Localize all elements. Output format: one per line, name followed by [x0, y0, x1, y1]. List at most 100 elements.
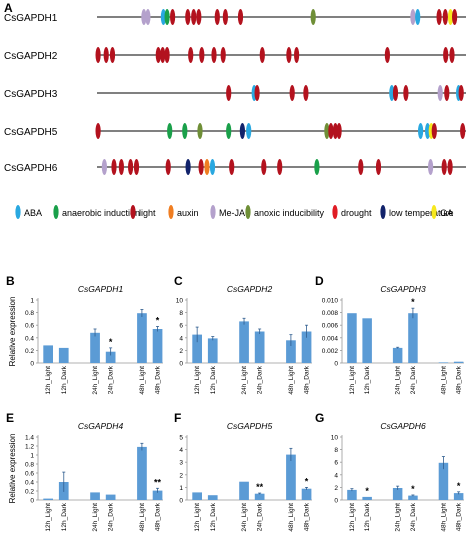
cis-element-light — [220, 47, 226, 63]
y-tick-label: 0 — [334, 361, 338, 368]
y-tick-label: 3 — [179, 460, 183, 467]
cis-element-light — [254, 85, 260, 101]
bar-48h-dark — [301, 331, 312, 363]
y-tick-label: 1.4 — [25, 435, 34, 442]
cis-element-light — [289, 85, 295, 101]
y-tick-label: 8 — [179, 310, 183, 317]
y-tick-label: 1 — [179, 485, 183, 492]
y-tick-label: 0.010 — [322, 298, 339, 305]
x-tick-label: 12h_Dark — [210, 365, 217, 394]
legend-swatch — [210, 205, 216, 219]
y-tick-label: 5 — [179, 435, 183, 442]
cis-element-light — [431, 123, 437, 139]
chart-title: CsGAPDH2 — [227, 284, 273, 294]
cis-element-light — [95, 47, 101, 63]
cis-element-light — [199, 47, 205, 63]
promoter-row-csgapdh2: CsGAPDH2 — [4, 47, 466, 63]
x-tick-label: 12h_Dark — [364, 365, 371, 394]
bar-48h-dark — [152, 329, 163, 363]
gene-label: CsGAPDH2 — [4, 51, 58, 62]
cis-element-aba — [389, 85, 395, 101]
cis-element-aba — [209, 159, 216, 175]
y-tick-label: 4 — [179, 447, 183, 454]
significance-marker: * — [411, 484, 415, 494]
bar-12h-light — [192, 492, 202, 500]
cis-element-aba — [425, 123, 431, 139]
cis-element-light — [294, 47, 300, 63]
y-tick-label: 0.4 — [25, 480, 34, 487]
legend-swatch — [245, 205, 251, 219]
legend-item-drought: drought — [332, 205, 372, 219]
y-tick-label: 0.006 — [322, 323, 339, 330]
bar-24h-dark — [254, 493, 265, 500]
bar-24h-dark — [408, 495, 418, 500]
cis-element-light — [460, 123, 466, 139]
legend-item-me-ja: Me-JA — [210, 205, 245, 219]
cis-element-light — [443, 47, 449, 63]
x-tick-label: 12h_Dark — [364, 502, 371, 531]
cis-element-light — [170, 9, 176, 25]
y-tick-label: 10 — [176, 298, 184, 305]
x-tick-label: 24h_Light — [241, 503, 248, 532]
gene-label: CsGAPDH5 — [4, 127, 58, 138]
bar-12h-light — [347, 489, 357, 500]
x-tick-label: 48h_Dark — [304, 502, 311, 531]
x-tick-label: 12h_Dark — [210, 502, 217, 531]
bar-24h-light — [392, 347, 403, 363]
cis-element-light — [259, 47, 265, 63]
y-axis-label: Relative expression — [8, 297, 17, 367]
cis-element-anaerobic-induction — [182, 123, 188, 139]
cis-element-light — [191, 9, 197, 25]
cis-element-light — [109, 47, 116, 63]
promoter-panel: CsGAPDH1 CsGAPDH2 CsGAPDH3 CsGAPDH5 CsGAPDH6 — [4, 9, 466, 175]
x-tick-label: 48h_Dark — [155, 365, 162, 394]
x-tick-label: 24h_Dark — [108, 502, 115, 531]
chart-title: CsGAPDH1 — [78, 284, 124, 294]
bar-charts: CsGAPDH1 0 0.2 0.4 0.6 0.8 1 Relative expressio… — [8, 284, 464, 532]
bar-24h-light — [90, 332, 100, 363]
y-tick-label: 10 — [331, 435, 339, 442]
y-tick-label: 8 — [334, 447, 338, 454]
legend-item-light: light — [130, 205, 156, 219]
y-tick-label: 2 — [334, 485, 338, 492]
panel-letter-b: B — [6, 274, 15, 288]
x-tick-label: 48h_Dark — [304, 365, 311, 394]
y-tick-label: 0.4 — [25, 335, 34, 342]
cis-element-light — [458, 85, 464, 101]
cis-element-light — [95, 123, 101, 139]
bar-48h-light — [286, 454, 296, 500]
x-tick-label: 12h_Light — [45, 503, 52, 532]
y-tick-label: 6 — [179, 323, 183, 330]
cis-element-aba — [418, 123, 424, 139]
x-tick-label: 12h_Light — [194, 503, 201, 532]
cis-element-light — [375, 159, 382, 175]
y-tick-label: 0 — [179, 361, 183, 368]
legend-label: GA — [440, 208, 453, 218]
cis-element-me-ja — [437, 85, 443, 101]
legend-item-low-temperature: low temperature — [380, 205, 454, 219]
cis-element-aba — [160, 9, 166, 25]
y-tick-label: 0.8 — [25, 462, 34, 469]
bar-12h-light — [347, 313, 357, 363]
legend-swatch — [130, 205, 136, 219]
bar-24h-light — [239, 321, 249, 363]
bar-12h-dark — [362, 318, 372, 363]
cis-element-ga — [447, 9, 454, 25]
cis-element-light — [165, 159, 171, 175]
promoter-row-csgapdh1: CsGAPDH1 — [4, 9, 466, 25]
panel-letter-c: C — [174, 274, 183, 288]
bar-48h-dark — [152, 490, 163, 500]
cis-element-light — [286, 47, 292, 63]
panel-letter-a: A — [4, 1, 13, 15]
cis-element-anoxic-inducibility — [310, 9, 316, 25]
legend-swatch — [15, 205, 21, 219]
x-tick-label: 24h_Light — [92, 366, 99, 395]
y-tick-label: 2 — [179, 472, 183, 479]
y-tick-label: 1 — [30, 298, 34, 305]
legend-item-anoxic-inducibility: anoxic inducibility — [245, 205, 325, 219]
legend-item-anaerobic-induction: anaerobic induction — [53, 205, 140, 219]
chart-panel-c: CsGAPDH2 0 2 4 6 8 10 12h_Light 12h_Dark 24h_Ligh… — [176, 284, 312, 395]
cis-element-me-ja — [141, 9, 147, 25]
legend-label: low temperature — [389, 208, 454, 218]
